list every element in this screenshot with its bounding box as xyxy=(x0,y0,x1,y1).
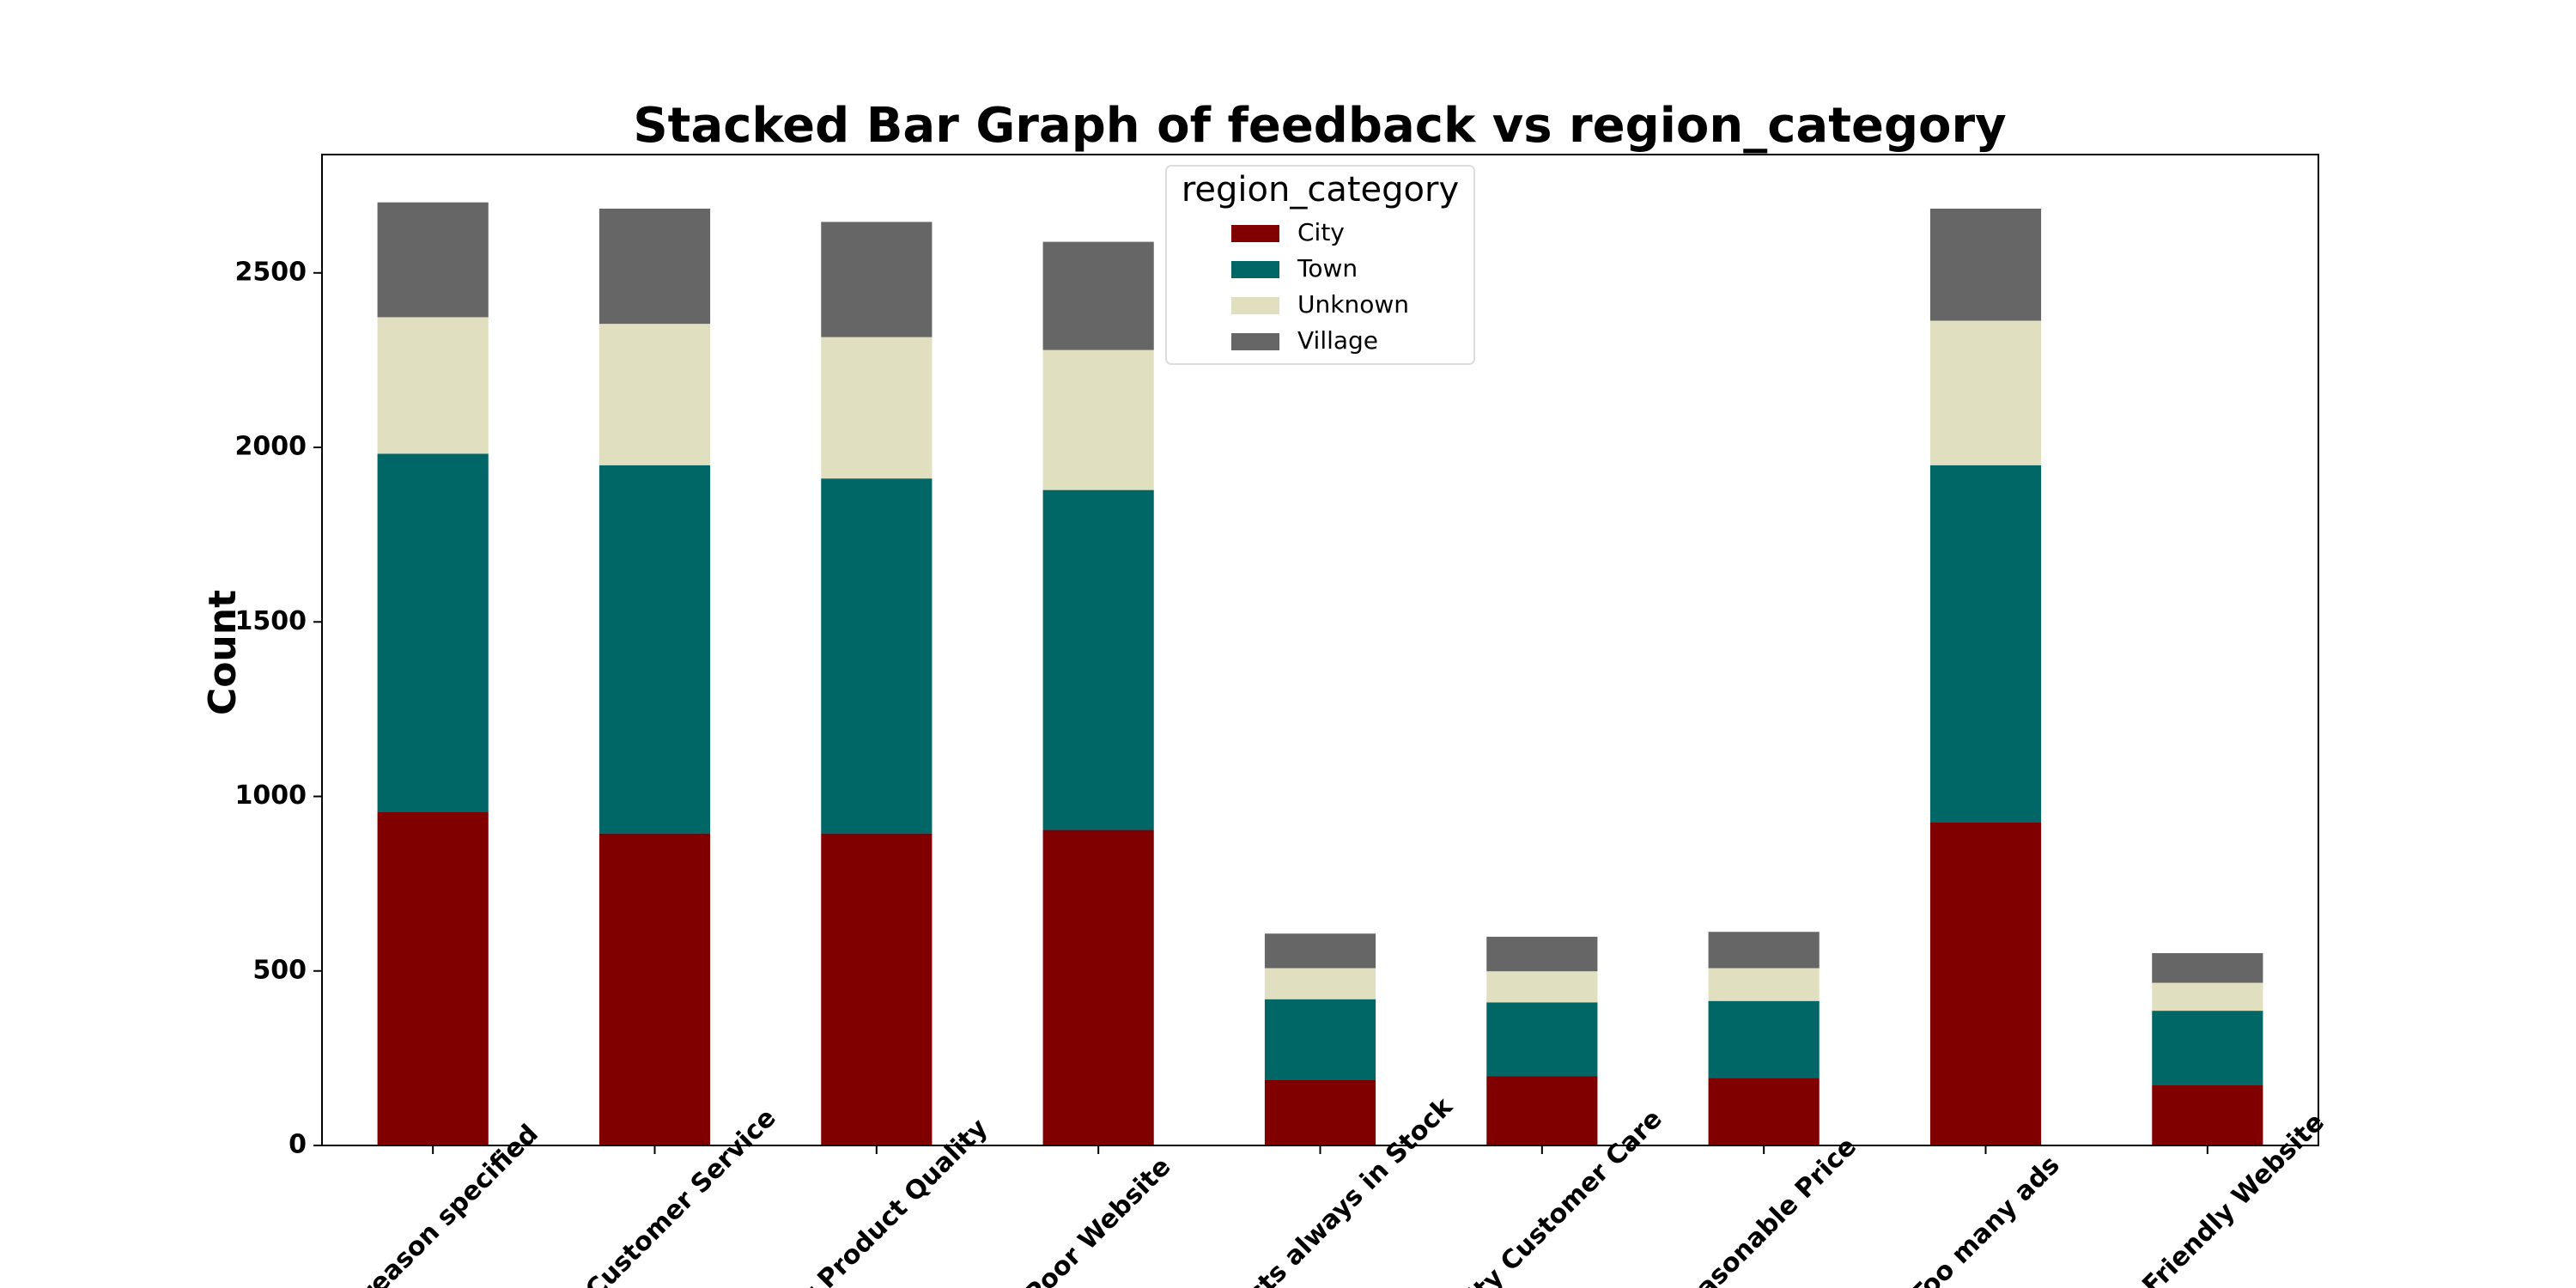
bar-segment xyxy=(2152,1084,2263,1145)
y-tick-label: 2000 xyxy=(235,432,307,462)
x-tick-label: Reasonable Price xyxy=(1664,1132,1862,1288)
bar-segment xyxy=(2152,953,2263,983)
bar-segment xyxy=(1708,1078,1820,1145)
bar-segment xyxy=(1042,489,1154,830)
legend-title: region_category xyxy=(1182,170,1459,210)
y-axis-label: Count xyxy=(201,590,245,715)
x-tick-label: Too many ads xyxy=(1905,1150,2066,1288)
bar-segment xyxy=(598,209,711,325)
legend-label: Village xyxy=(1297,326,1378,355)
bar-segment xyxy=(598,324,711,465)
bar-segment xyxy=(1486,936,1598,972)
bar-segment xyxy=(1042,241,1154,350)
bar-segment xyxy=(1929,209,2042,321)
bar-segment xyxy=(1486,971,1598,1003)
bar-segment xyxy=(1264,1079,1376,1145)
bar-segment xyxy=(2152,982,2263,1012)
plot-frame xyxy=(321,154,2319,1146)
legend-swatch xyxy=(1231,225,1279,242)
bar-segment xyxy=(1264,999,1376,1080)
y-tick-label: 1000 xyxy=(235,781,307,811)
legend-label: Town xyxy=(1297,254,1358,283)
bar-segment xyxy=(1486,1002,1598,1077)
legend-box xyxy=(1165,165,1475,365)
bar-segment xyxy=(1264,968,1376,999)
bar-segment xyxy=(377,811,489,1145)
bar-segment xyxy=(1042,829,1154,1145)
bar-segment xyxy=(1042,349,1154,490)
bar-segment xyxy=(1264,933,1376,969)
bar-segment xyxy=(1929,320,2042,465)
bar-segment xyxy=(1708,968,1820,1001)
bar-segment xyxy=(377,317,489,454)
bar-segment xyxy=(598,465,711,834)
bar-segment xyxy=(598,833,711,1145)
bar-segment xyxy=(377,202,489,318)
legend-swatch xyxy=(1231,333,1279,350)
legend-label: City xyxy=(1297,218,1345,246)
bar-segment xyxy=(1708,932,1820,969)
bar-segment xyxy=(821,478,933,834)
bar-segment xyxy=(821,833,933,1145)
chart-title: Stacked Bar Graph of feedback vs region_… xyxy=(633,98,2006,154)
bar-segment xyxy=(2152,1011,2263,1085)
legend-label: Unknown xyxy=(1297,290,1409,319)
bar-segment xyxy=(1708,1000,1820,1078)
y-tick-label: 0 xyxy=(289,1130,307,1160)
legend-swatch xyxy=(1231,261,1279,278)
bar-segment xyxy=(821,222,933,337)
bar-segment xyxy=(1929,465,2042,823)
y-tick-label: 500 xyxy=(252,955,307,985)
bar-segment xyxy=(821,337,933,479)
y-tick-label: 1500 xyxy=(235,606,307,636)
bar-segment xyxy=(1929,822,2042,1145)
bar-segment xyxy=(377,453,489,812)
legend-swatch xyxy=(1231,297,1279,314)
x-tick-label: Poor Website xyxy=(1018,1151,1176,1288)
bar-segment xyxy=(1486,1076,1598,1145)
y-tick-label: 2500 xyxy=(235,257,307,287)
